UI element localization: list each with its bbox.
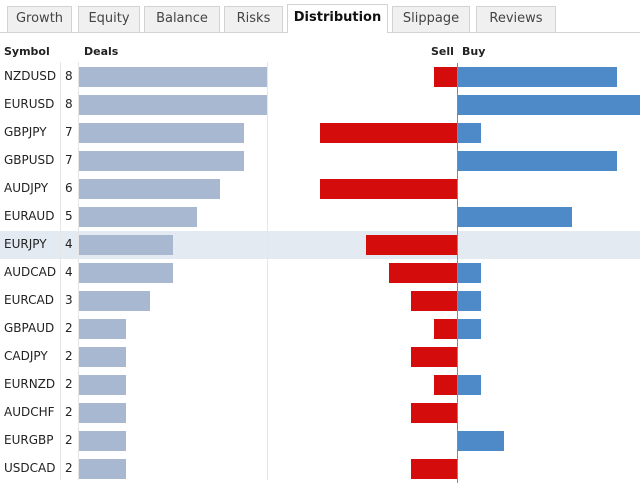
table-row: EURGBP 2	[0, 427, 640, 455]
symbol-label: EURJPY	[4, 237, 47, 251]
table-row: EURUSD 8	[0, 91, 640, 119]
sell-bar	[411, 459, 457, 479]
deals-bar	[79, 319, 126, 339]
deals-bar	[79, 291, 150, 311]
deals-bar	[79, 151, 244, 171]
deals-bar	[79, 235, 173, 255]
deal-count: 7	[65, 125, 73, 139]
symbol-label: EURAUD	[4, 209, 55, 223]
sell-bar	[434, 67, 457, 87]
symbol-label: CADJPY	[4, 349, 48, 363]
sell-column-header: Sell	[431, 45, 454, 58]
symbol-label: AUDJPY	[4, 181, 49, 195]
table-row: CADJPY 2	[0, 343, 640, 371]
deal-count: 2	[65, 433, 73, 447]
deal-count: 3	[65, 293, 73, 307]
deal-count: 2	[65, 461, 73, 475]
deals-bar	[79, 123, 244, 143]
deal-count: 4	[65, 265, 73, 279]
symbol-label: NZDUSD	[4, 69, 57, 83]
sell-buy-axis	[457, 63, 458, 483]
buy-column-header: Buy	[462, 45, 486, 58]
column-divider	[60, 62, 61, 480]
buy-bar	[458, 291, 481, 311]
buy-bar	[458, 123, 481, 143]
symbol-label: EURCAD	[4, 293, 54, 307]
table-row: EURCAD 3	[0, 287, 640, 315]
deals-bar	[79, 347, 126, 367]
buy-bar	[458, 67, 617, 87]
sell-bar	[411, 403, 457, 423]
deal-count: 6	[65, 181, 73, 195]
symbol-column-header: Symbol	[4, 45, 50, 58]
tab-slippage[interactable]: Slippage	[392, 6, 470, 32]
tab-equity[interactable]: Equity	[78, 6, 140, 32]
deal-count: 8	[65, 97, 73, 111]
symbol-label: GBPJPY	[4, 125, 47, 139]
deals-bar	[79, 67, 267, 87]
deals-bar	[79, 459, 126, 479]
symbol-label: AUDCAD	[4, 265, 57, 279]
table-row: AUDCAD 4	[0, 259, 640, 287]
sell-bar	[434, 319, 457, 339]
symbol-label: EURGBP	[4, 433, 54, 447]
tab-distribution[interactable]: Distribution	[287, 4, 388, 33]
symbol-label: EURNZD	[4, 377, 56, 391]
buy-bar	[458, 207, 572, 227]
table-row: AUDJPY 6	[0, 175, 640, 203]
symbol-label: GBPUSD	[4, 153, 55, 167]
buy-bar	[458, 431, 504, 451]
deal-count: 2	[65, 349, 73, 363]
table-row: EURNZD 2	[0, 371, 640, 399]
sell-bar	[411, 347, 457, 367]
deal-count: 5	[65, 209, 73, 223]
deals-bar	[79, 95, 267, 115]
deal-count: 2	[65, 405, 73, 419]
deals-bar	[79, 375, 126, 395]
tab-bar: Growth Equity Balance Risks Distribution Slip…	[0, 0, 640, 33]
symbol-label: GBPAUD	[4, 321, 55, 335]
sell-bar	[411, 291, 457, 311]
sell-bar	[320, 123, 457, 143]
deals-bar	[79, 431, 126, 451]
tab-risks[interactable]: Risks	[224, 6, 283, 32]
deals-bar	[79, 207, 197, 227]
symbol-label: AUDCHF	[4, 405, 55, 419]
sell-bar	[434, 375, 457, 395]
deal-count: 2	[65, 377, 73, 391]
table-row: USDCAD 2	[0, 455, 640, 483]
symbol-label: EURUSD	[4, 97, 55, 111]
tab-growth[interactable]: Growth	[7, 6, 72, 32]
buy-bar	[458, 375, 481, 395]
deal-count: 8	[65, 69, 73, 83]
deals-bar	[79, 179, 220, 199]
column-divider	[267, 62, 268, 480]
buy-bar	[458, 151, 617, 171]
deal-count: 4	[65, 237, 73, 251]
table-row: EURJPY 4	[0, 231, 640, 259]
buy-bar	[458, 319, 481, 339]
sell-bar	[366, 235, 457, 255]
table-row: GBPJPY 7	[0, 119, 640, 147]
sell-bar	[320, 179, 457, 199]
symbol-label: USDCAD	[4, 461, 56, 475]
deals-column-header: Deals	[84, 45, 119, 58]
table-row: NZDUSD 8	[0, 63, 640, 91]
buy-bar	[458, 95, 640, 115]
deals-bar	[79, 263, 173, 283]
buy-bar	[458, 263, 481, 283]
tab-balance[interactable]: Balance	[144, 6, 220, 32]
column-divider	[78, 62, 79, 480]
sell-bar	[389, 263, 457, 283]
deal-count: 7	[65, 153, 73, 167]
table-row: EURAUD 5	[0, 203, 640, 231]
deals-bar	[79, 403, 126, 423]
tab-reviews[interactable]: Reviews	[476, 6, 556, 32]
table-row: GBPAUD 2	[0, 315, 640, 343]
deal-count: 2	[65, 321, 73, 335]
table-row: AUDCHF 2	[0, 399, 640, 427]
table-row: GBPUSD 7	[0, 147, 640, 175]
